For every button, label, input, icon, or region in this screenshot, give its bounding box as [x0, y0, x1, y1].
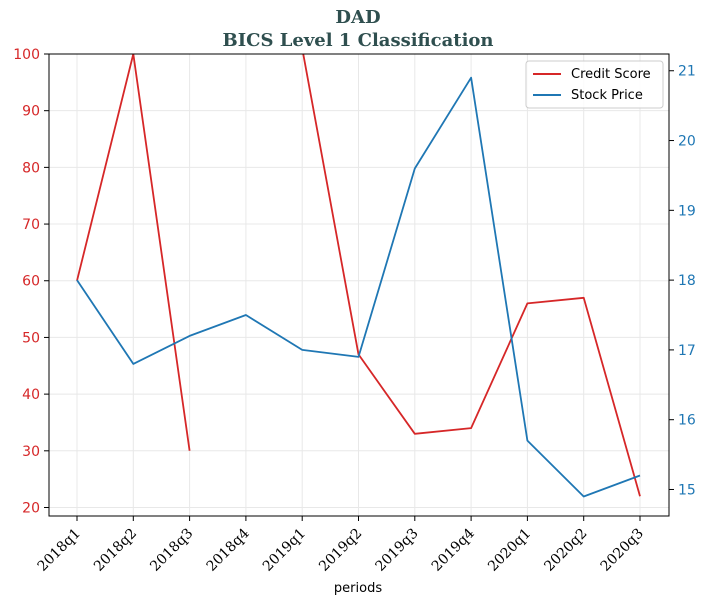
left-tick-label: 60	[22, 274, 40, 290]
left-tick-label: 70	[22, 217, 40, 233]
x-tick-label: 2018q1	[35, 526, 84, 575]
left-tick-label: 50	[22, 330, 40, 346]
x-tick-label: 2018q4	[204, 525, 253, 574]
x-tick-label: 2019q2	[316, 526, 365, 575]
right-tick-label: 17	[678, 343, 696, 359]
right-tick-label: 16	[678, 413, 696, 429]
chart-title-line1: DAD	[335, 7, 380, 28]
legend-box	[525, 60, 664, 109]
series-lines	[76, 54, 641, 498]
x-tick-label: 2019q3	[372, 526, 421, 575]
left-tick-label: 100	[13, 47, 40, 63]
right-tick-label: 20	[678, 134, 696, 150]
x-tick-label: 2020q2	[541, 526, 590, 575]
x-axis: 2018q1 2018q2 2018q3 2018q4 2019q1 2019q2 2019…	[35, 516, 647, 575]
x-tick-label: 2019q4	[429, 525, 478, 574]
x-axis-label: periods	[334, 581, 382, 596]
grid-lines	[49, 53, 669, 516]
left-tick-label: 80	[22, 160, 40, 176]
right-tick-label: 15	[678, 482, 696, 498]
legend-label-stock-price: Stock Price	[571, 88, 643, 103]
right-tick-label: 19	[678, 203, 696, 219]
x-tick-label: 2020q1	[485, 526, 534, 575]
right-tick-label: 21	[678, 64, 696, 80]
x-tick-label: 2018q3	[147, 526, 196, 575]
right-tick-label: 18	[678, 273, 696, 289]
x-tick-label: 2020q3	[598, 526, 647, 575]
x-tick-label: 2019q1	[260, 526, 309, 575]
left-tick-label: 20	[22, 500, 40, 516]
left-axis: 20 30 40 50 60 70 80 90 100	[13, 47, 49, 516]
x-tick-label: 2018q2	[91, 526, 140, 575]
left-tick-label: 90	[22, 104, 40, 120]
legend-label-credit-score: Credit Score	[571, 67, 651, 82]
series-line-stock-price	[76, 76, 641, 498]
chart-title-line2: BICS Level 1 Classification	[222, 30, 493, 51]
series-line-credit-score	[76, 54, 191, 451]
left-tick-label: 40	[22, 387, 40, 403]
left-tick-label: 30	[22, 444, 40, 460]
legend: Credit Score Stock Price	[525, 60, 664, 109]
right-axis: 15 16 17 18 19 20 21	[669, 64, 696, 498]
